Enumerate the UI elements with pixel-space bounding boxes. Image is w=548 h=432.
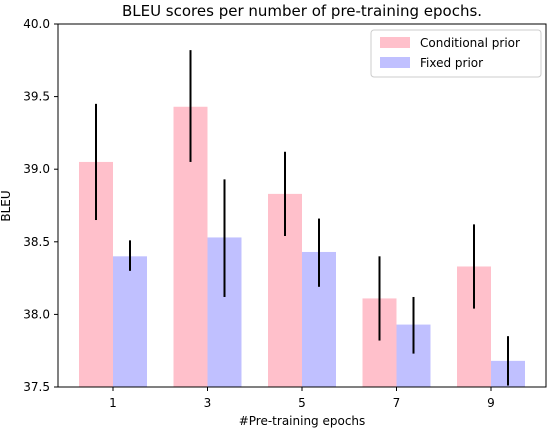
x-tick-label: 7 [393,396,401,410]
y-axis-label: BLEU [0,190,13,221]
x-tick-label: 1 [109,396,117,410]
y-tick-label: 39.0 [23,162,50,176]
y-tick-label: 39.5 [23,90,50,104]
legend-box [370,29,542,78]
error-bars-layer [95,50,509,386]
y-tick-label: 37.5 [23,380,50,394]
x-axis-ticks: 1 3 5 7 9 [109,387,495,410]
x-tick-label: 9 [487,396,495,410]
bar-fixed-prior [113,256,147,387]
y-tick-label: 40.0 [23,17,50,31]
legend: Conditional prior Fixed prior [370,29,542,78]
chart-title: BLEU scores per number of pre-training e… [122,2,482,20]
x-axis-label: #Pre-training epochs [239,414,366,428]
legend-label-conditional-prior: Conditional prior [420,36,520,50]
y-axis-ticks: 37.5 38.0 38.5 39.0 39.5 40.0 [23,17,58,394]
bars-layer [79,106,525,387]
legend-label-fixed-prior: Fixed prior [420,56,483,70]
x-tick-label: 5 [298,396,306,410]
legend-swatch-fixed-prior [380,57,410,68]
x-tick-label: 3 [204,396,212,410]
legend-swatch-conditional-prior [380,37,410,48]
y-tick-label: 38.0 [23,307,50,321]
y-tick-label: 38.5 [23,235,50,249]
